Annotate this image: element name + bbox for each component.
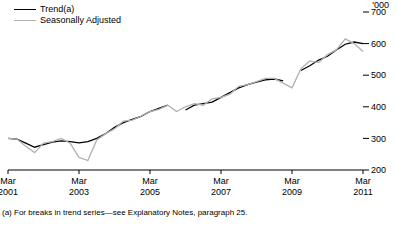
svg-text:600: 600 bbox=[371, 39, 386, 49]
svg-text:500: 500 bbox=[371, 70, 386, 80]
svg-text:Mar2003: Mar2003 bbox=[69, 176, 89, 197]
svg-text:200: 200 bbox=[371, 165, 386, 175]
html-text:'000: '000 bbox=[372, 0, 389, 10]
html-text:Trend(a): Trend(a) bbox=[40, 4, 75, 14]
svg-text:Mar2011: Mar2011 bbox=[353, 176, 372, 197]
svg-text:300: 300 bbox=[371, 134, 386, 144]
svg-text:400: 400 bbox=[371, 102, 386, 112]
svg-text:Mar2001: Mar2001 bbox=[8, 176, 18, 197]
svg-text:Mar2007: Mar2007 bbox=[211, 176, 231, 197]
svg-text:700: 700 bbox=[371, 7, 386, 18]
html-text:(a) For breaks in trend series: (a) For breaks in trend series—see Expla… bbox=[2, 208, 248, 217]
svg-text:Mar2009: Mar2009 bbox=[282, 176, 302, 197]
svg-text:Mar2005: Mar2005 bbox=[140, 176, 160, 197]
html-text:Seasonally Adjusted: Seasonally Adjusted bbox=[40, 15, 122, 25]
